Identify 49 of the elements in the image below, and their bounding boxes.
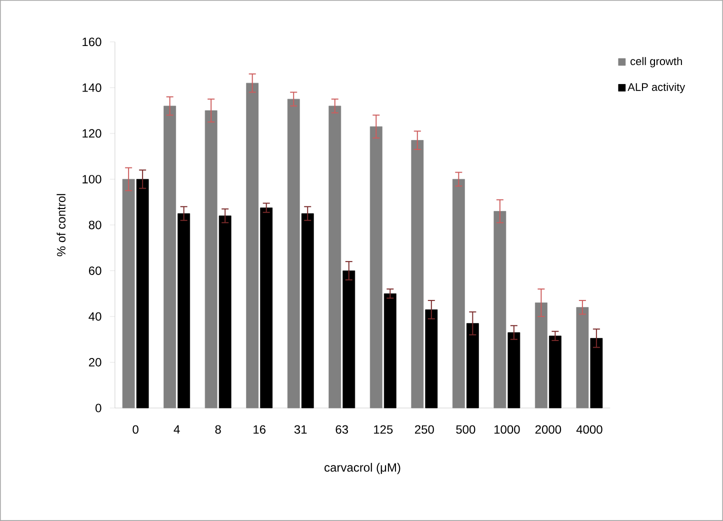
bar	[164, 106, 176, 408]
y-tick-label: 80	[88, 220, 102, 230]
legend-label: ALP activity	[628, 82, 686, 94]
x-tick-label: 125	[374, 425, 393, 434]
bar	[548, 336, 562, 408]
y-tick-label: 100	[82, 174, 102, 184]
bar	[122, 179, 135, 408]
x-axis-title: carvacrol (μM)	[324, 462, 400, 474]
bar	[411, 140, 424, 408]
x-tick-label: 0	[132, 425, 138, 434]
bar	[425, 309, 438, 408]
x-tick-label: 4000	[576, 425, 602, 434]
bar	[178, 213, 190, 408]
bar	[452, 179, 465, 408]
x-tick-label: 16	[254, 425, 266, 434]
bar	[287, 98, 300, 408]
bar	[342, 270, 356, 408]
bar	[466, 323, 479, 408]
bar	[204, 110, 218, 408]
bar	[218, 216, 232, 408]
y-tick-label: 20	[88, 358, 102, 367]
bar	[136, 179, 149, 408]
bar	[370, 126, 382, 408]
y-tick-label: 120	[82, 129, 102, 138]
bar	[260, 208, 273, 408]
y-tick-label: 160	[82, 38, 102, 46]
bar	[301, 213, 314, 408]
y-axis-title: % of control	[56, 194, 66, 256]
bar	[534, 302, 548, 408]
x-tick-label: 250	[414, 425, 434, 434]
bar	[246, 82, 259, 408]
bar	[508, 332, 520, 408]
bar	[384, 293, 396, 408]
bar	[590, 338, 603, 408]
y-tick-label: 60	[88, 266, 102, 275]
x-tick-label: 8	[215, 425, 221, 434]
bar	[328, 106, 342, 408]
legend-label: cell growth	[630, 57, 682, 68]
x-tick-label: 63	[336, 425, 348, 434]
y-tick-label: 140	[82, 83, 102, 92]
y-tick-label: 40	[88, 312, 102, 321]
bar	[576, 307, 589, 408]
x-tick-label: 4	[174, 425, 180, 434]
bar	[494, 211, 506, 408]
x-tick-label: 1000	[494, 425, 520, 434]
x-tick-label: 2000	[535, 425, 562, 434]
x-tick-label: 500	[456, 425, 476, 434]
x-tick-label: 31	[294, 425, 307, 434]
y-tick-label: 0	[96, 404, 102, 412]
